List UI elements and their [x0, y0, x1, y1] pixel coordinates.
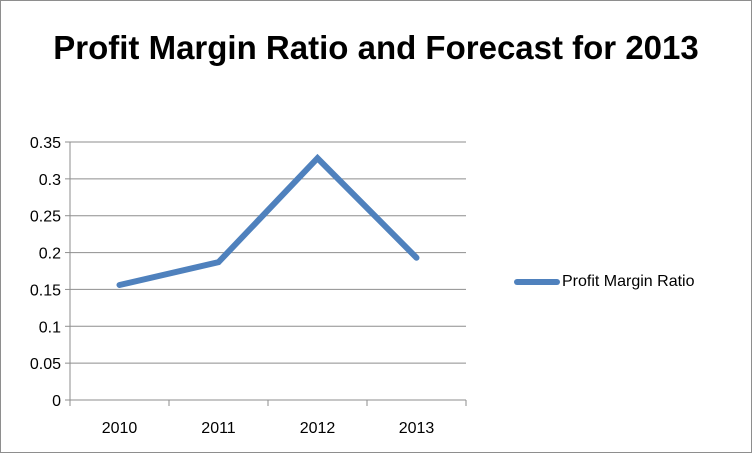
x-axis-ticks: 2010 2011 2012 2013 — [69, 400, 467, 437]
y-tick-label: 0.1 — [39, 319, 61, 336]
legend-swatch — [514, 279, 560, 285]
y-tick-label: 0.25 — [30, 209, 61, 226]
axes — [69, 142, 466, 401]
y-tick-label: 0 — [52, 393, 61, 410]
series-line — [116, 153, 420, 289]
gridlines — [70, 141, 466, 364]
chart-title: Profit Margin Ratio and Forecast for 201… — [53, 29, 699, 66]
x-tick-label: 2013 — [399, 420, 435, 437]
y-axis-ticks: 0 0.05 0.1 0.15 0.2 0.25 0.3 0.35 — [30, 135, 70, 410]
y-tick-label: 0.35 — [30, 135, 61, 152]
y-tick-label: 0.15 — [30, 282, 61, 299]
x-tick-label: 2012 — [300, 420, 336, 437]
x-tick-label: 2010 — [102, 420, 138, 437]
y-tick-label: 0.05 — [30, 356, 61, 373]
series-group — [116, 153, 420, 289]
x-tick-label: 2011 — [201, 420, 236, 437]
legend: Profit Margin Ratio — [514, 273, 695, 291]
legend-label: Profit Margin Ratio — [562, 273, 695, 290]
y-tick-label: 0.2 — [39, 246, 61, 263]
y-tick-label: 0.3 — [39, 172, 61, 189]
